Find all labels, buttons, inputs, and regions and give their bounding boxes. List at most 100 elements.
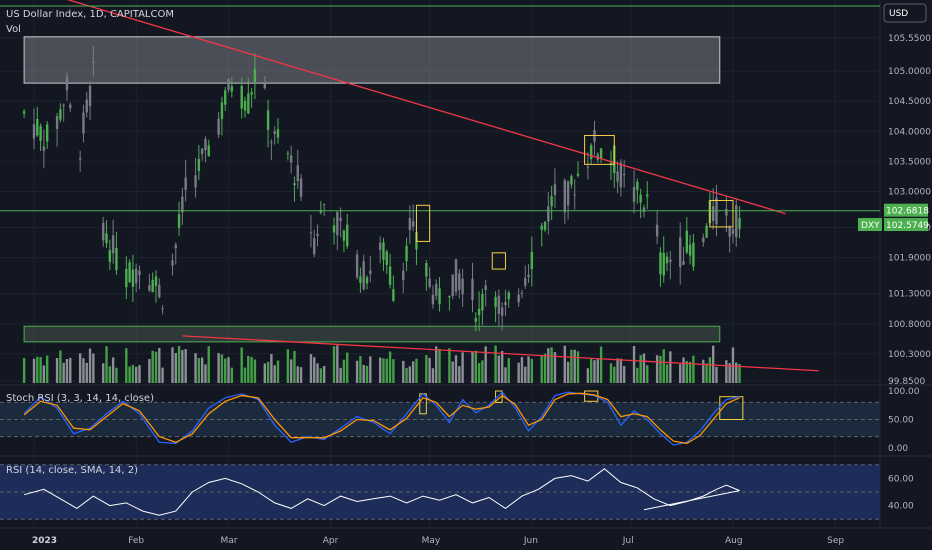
candle-body [504,302,507,306]
candle-body [619,162,623,188]
candle-body [266,110,270,130]
volume-bar [85,362,88,383]
volume-bar [270,353,273,383]
volume-bar [273,365,276,383]
volume-bar [599,346,603,383]
candle-body [204,139,207,151]
volume-bar [438,348,441,383]
stoch-tick-label: 0.00 [888,444,908,454]
volume-bar [454,355,458,383]
candle-body [543,222,547,230]
time-axis[interactable]: 2023 Feb Mar Apr May Jun Jul Aug Sep [32,536,844,546]
volume-bar [39,357,42,383]
candle-body [378,242,382,250]
volume-bar [435,346,438,383]
volume-bar [728,363,731,383]
volume-bar [369,356,372,383]
candle-body [659,252,662,275]
candle-body [586,166,590,168]
candle-body [230,86,234,92]
volume-bar [362,364,365,383]
candle-body [705,225,708,238]
candle-body [111,235,115,254]
candle-body [524,277,527,286]
rsi-tick-label: 40.00 [888,502,914,512]
volume-bar [497,355,501,383]
candle-body [622,173,626,176]
volume-bar [563,345,567,383]
candle-body [402,270,405,281]
candle-body [108,250,112,262]
candle-body [102,222,105,241]
last-price-value: 102.5749 [886,221,929,231]
candle-body [332,225,336,233]
candle-body [481,294,484,311]
currency-button[interactable]: USD [883,3,927,23]
candle-body [224,90,227,105]
price-tag-horizontal: 102.6818 [884,203,929,217]
candle-body [388,266,392,285]
volume-bar [632,345,636,383]
volume-bar [385,358,388,383]
volume-bar [448,348,451,383]
candle-body [500,307,504,316]
volume-bar [115,367,118,383]
candle-body [570,176,573,185]
candle-body [158,284,161,298]
volume-bar [128,366,131,383]
candle-body [154,276,158,286]
price-tick-label: 105.0000 [888,67,931,77]
volume-bar [642,353,646,383]
volume-bar [207,346,210,383]
volume-bar [458,366,461,383]
volume-bar [481,360,484,383]
volume-bar [507,358,510,383]
volume-bar [659,355,662,383]
candle-body [497,295,501,314]
volume-bar [622,366,626,383]
volume-bar [184,349,187,383]
candle-body [665,256,669,264]
candle-body [685,230,689,253]
volume-bar [685,360,689,383]
volume-bar [346,352,349,383]
volume-bar [365,365,369,383]
volume-bar [708,357,712,383]
volume-bar [415,358,418,383]
candle-body [725,208,728,216]
candle-body [243,100,247,111]
volume-bar [636,367,639,383]
volume-bar [309,354,313,383]
volume-bar [131,364,135,383]
candle-body [131,269,135,287]
volume-bar [735,362,738,383]
price-tag-value: 102.6818 [886,207,929,217]
chart-title: US Dollar Index, 1D, CAPITALCOM [6,9,174,20]
volume-bar [616,358,619,383]
candle-body [474,318,477,322]
candle-body [692,242,695,267]
time-tick-label: 2023 [32,536,57,546]
volume-bar [378,357,382,383]
candle-body [573,194,576,196]
volume-bar [230,367,234,383]
volume-bar [570,349,573,383]
candle-body [520,292,524,294]
volume-bar [299,367,303,383]
candle-body [688,244,692,256]
volume-bar [494,345,497,383]
price-tick-label: 103.5000 [888,157,931,167]
volume-bar [263,363,266,383]
volume-bar [382,358,385,383]
volume-bar [589,358,593,383]
candle-body [711,206,715,222]
indicator-lines [23,391,740,516]
stoch-k-line [23,391,740,446]
volume-bar [88,348,92,383]
price-tick-label: 100.3000 [888,350,931,360]
volume-bar [247,355,250,383]
candle-body [636,181,639,191]
volume-bar [484,346,487,383]
candle-body [431,294,435,305]
